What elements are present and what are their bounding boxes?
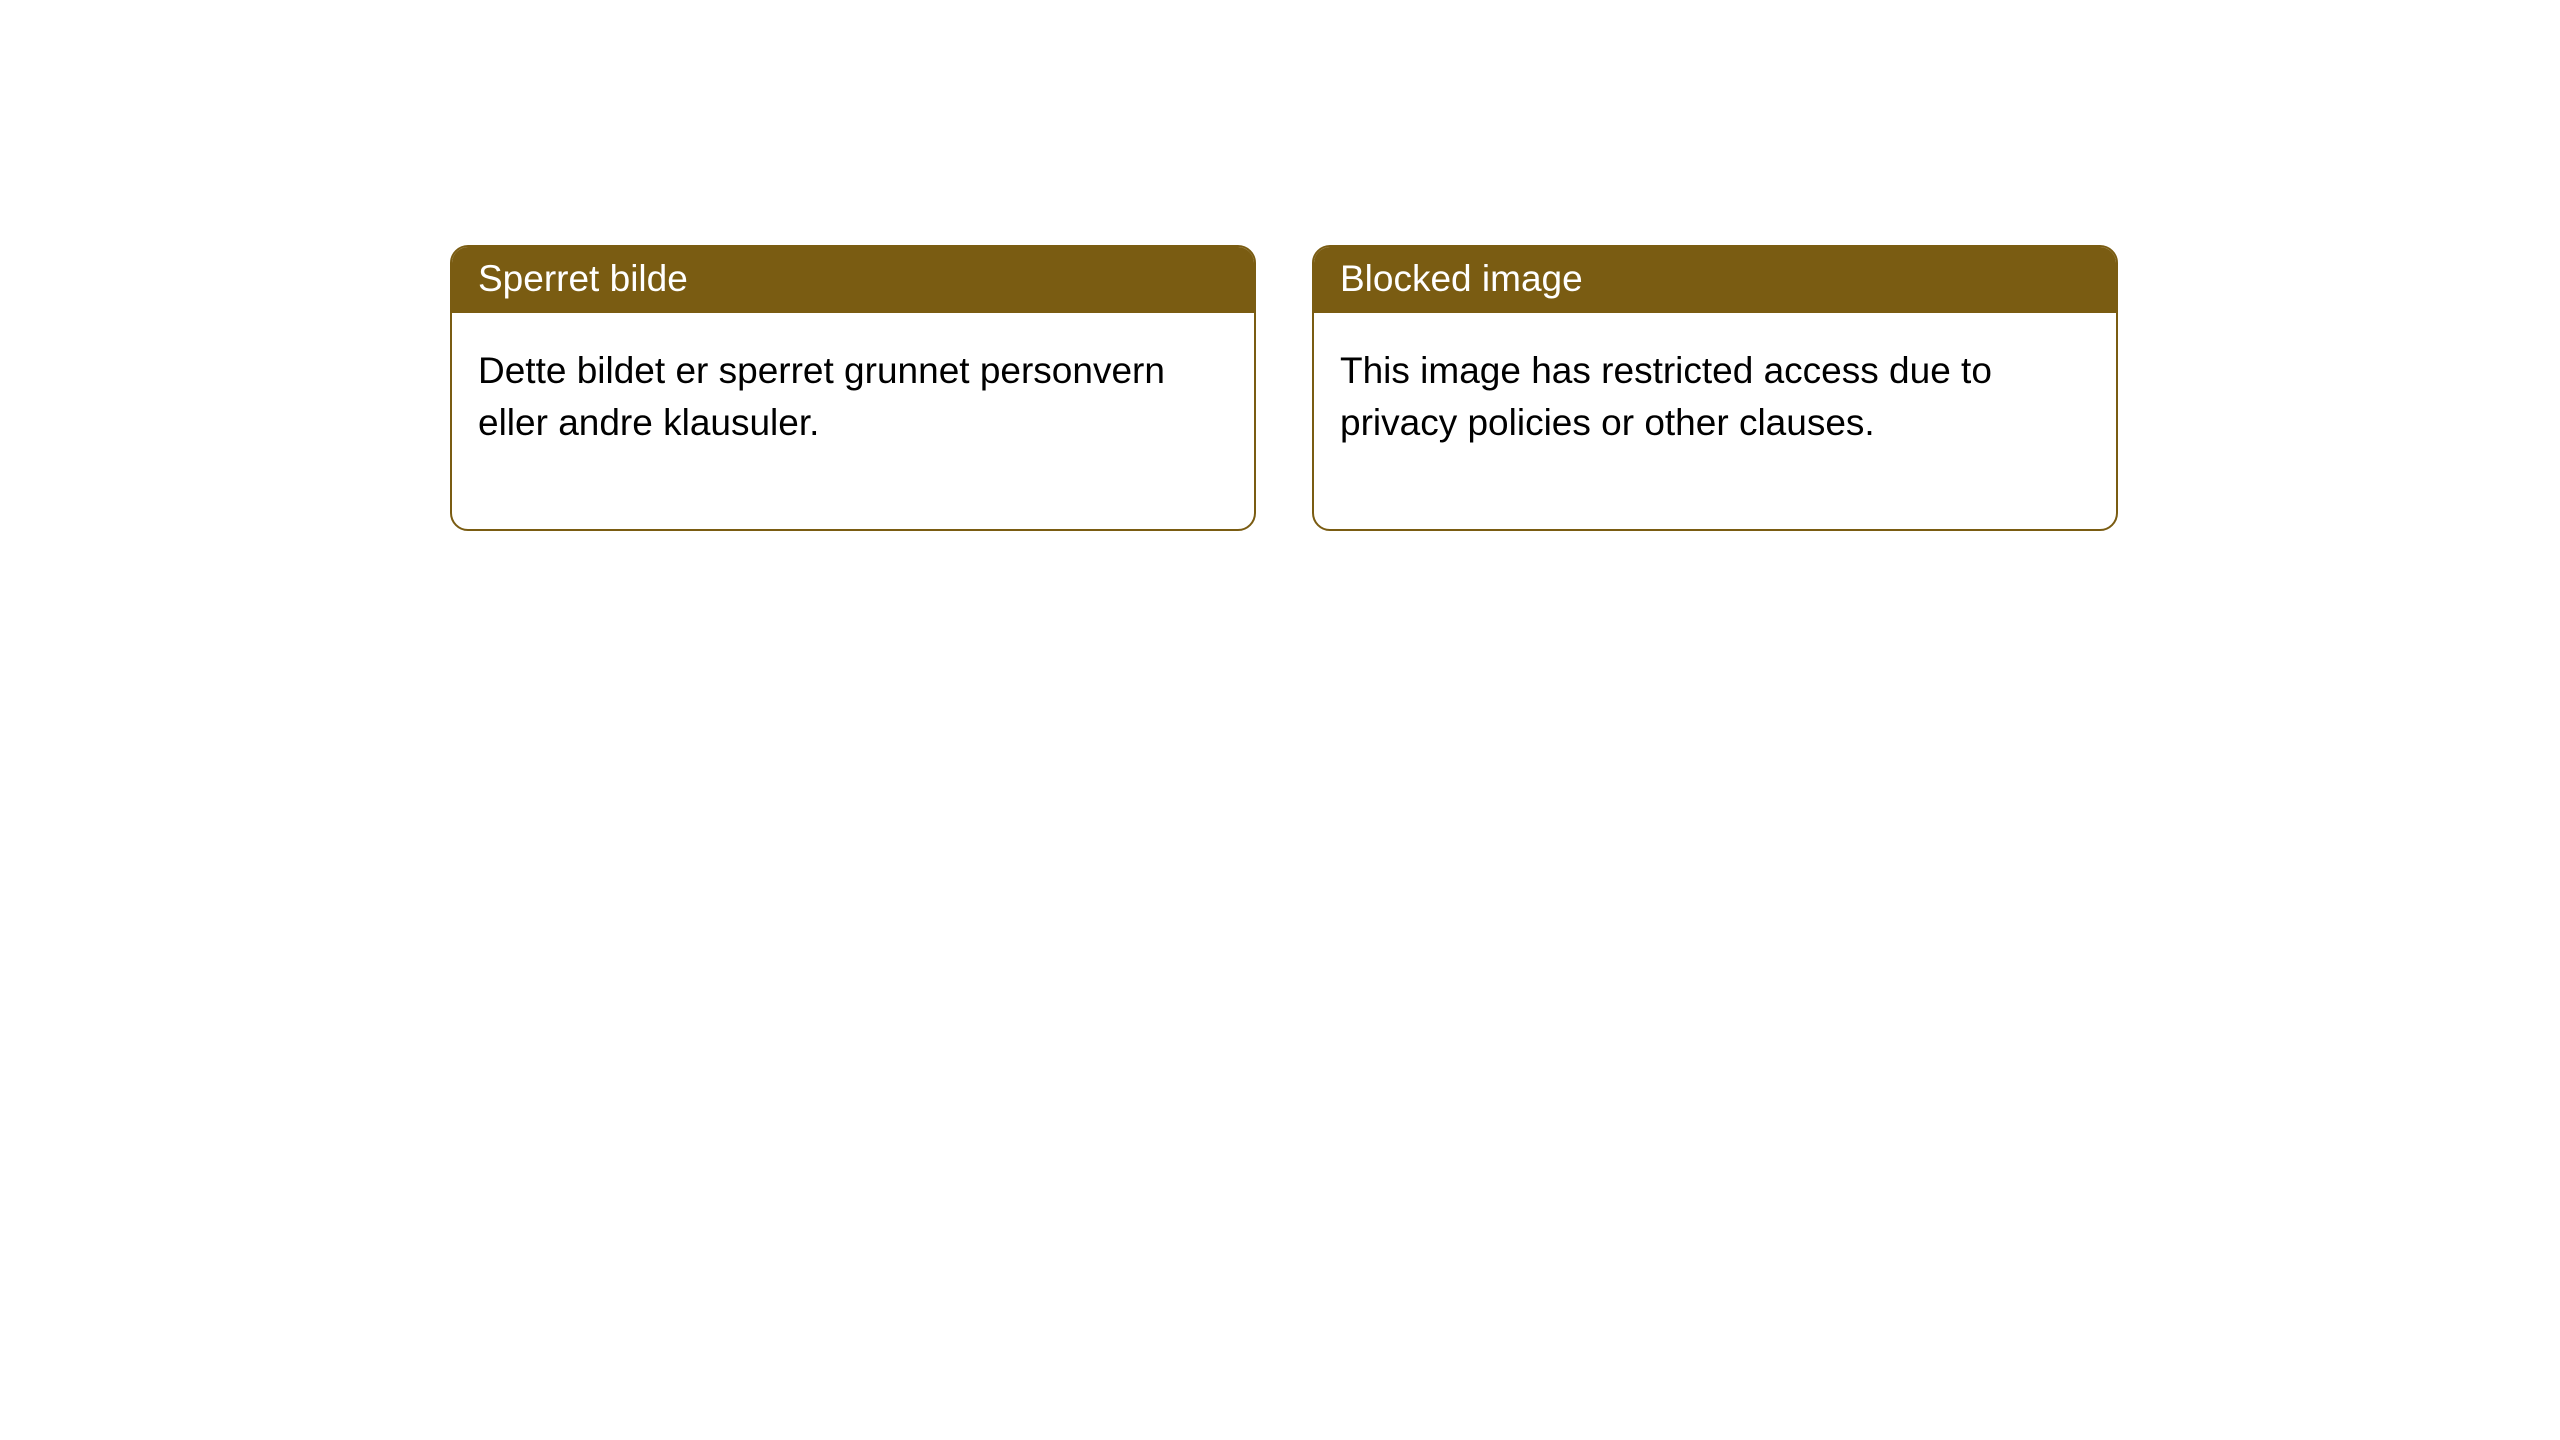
notice-container: Sperret bilde Dette bildet er sperret gr… xyxy=(0,0,2560,531)
notice-card-english: Blocked image This image has restricted … xyxy=(1312,245,2118,531)
notice-body: This image has restricted access due to … xyxy=(1314,313,2116,529)
notice-body: Dette bildet er sperret grunnet personve… xyxy=(452,313,1254,529)
notice-header: Sperret bilde xyxy=(452,247,1254,313)
notice-header: Blocked image xyxy=(1314,247,2116,313)
notice-card-norwegian: Sperret bilde Dette bildet er sperret gr… xyxy=(450,245,1256,531)
